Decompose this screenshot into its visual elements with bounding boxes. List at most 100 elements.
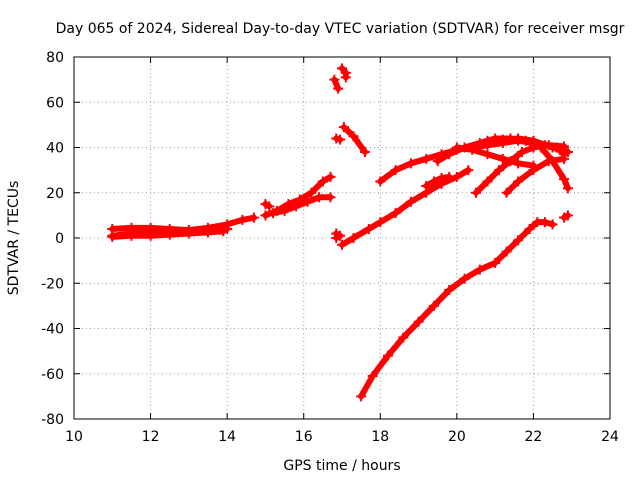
data-point: [482, 135, 493, 146]
data-point: [291, 201, 302, 212]
data-point: [490, 257, 501, 268]
series-15: [451, 142, 539, 171]
x-tick-label: 14: [218, 429, 236, 445]
x-tick-label: 10: [65, 429, 83, 445]
data-point: [421, 153, 432, 164]
series-7: [331, 133, 346, 145]
data-point: [562, 183, 573, 194]
y-tick-label: 80: [46, 50, 64, 66]
data-point: [505, 156, 516, 167]
y-tick-label: 60: [46, 95, 64, 111]
data-point: [329, 74, 340, 85]
data-point: [375, 217, 386, 228]
data-point: [145, 230, 156, 241]
data-point: [467, 144, 478, 155]
x-tick-label: 20: [448, 429, 466, 445]
data-point: [451, 142, 462, 153]
data-point: [428, 176, 439, 187]
data-point: [338, 122, 349, 133]
y-tick-label: -40: [41, 322, 64, 338]
x-tick-label: 16: [295, 429, 313, 445]
data-point: [126, 230, 137, 241]
data-point: [421, 180, 432, 191]
data-point: [325, 192, 336, 203]
y-tick-label: 40: [46, 141, 64, 157]
data-point: [428, 300, 439, 311]
y-tick-label: 0: [55, 231, 64, 247]
data-point: [367, 371, 378, 382]
data-point: [474, 264, 485, 275]
series-19: [356, 217, 558, 402]
data-point: [436, 173, 447, 184]
chart-title: Day 065 of 2024, Sidereal Day-to-day VTE…: [56, 21, 625, 37]
data-point: [405, 196, 416, 207]
data-point: [359, 147, 370, 158]
data-point: [237, 214, 248, 225]
data-point: [562, 210, 573, 221]
data-point: [268, 208, 279, 219]
data-point: [306, 187, 317, 198]
data-point: [248, 212, 259, 223]
series-band: [358, 219, 556, 400]
data-point: [317, 176, 328, 187]
data-point: [528, 165, 539, 176]
y-tick-label: 20: [46, 186, 64, 202]
data-point: [340, 72, 351, 83]
data-point: [463, 165, 474, 176]
data-point: [203, 227, 213, 238]
series-3: [260, 199, 275, 212]
data-point: [513, 235, 524, 246]
data-point: [497, 153, 508, 164]
data-point: [482, 149, 493, 160]
data-point: [543, 156, 554, 167]
data-point: [356, 391, 367, 402]
data-point: [279, 205, 290, 216]
series-2: [107, 226, 229, 242]
data-point: [302, 196, 313, 207]
data-point: [314, 192, 325, 203]
data-point: [539, 217, 550, 228]
data-point: [501, 246, 512, 257]
y-tick-label: -60: [41, 367, 64, 383]
data-point: [218, 226, 229, 237]
data-point: [375, 176, 386, 187]
data-point: [471, 187, 481, 198]
series-10: [338, 122, 370, 158]
data-point: [183, 228, 194, 239]
series-18: [482, 133, 573, 158]
x-axis-label: GPS time / hours: [283, 458, 400, 474]
data-point: [432, 156, 443, 167]
data-point: [474, 137, 485, 148]
series-13: [421, 171, 455, 191]
y-tick-label: -20: [41, 276, 64, 292]
data-point: [513, 158, 524, 169]
y-axis-label: SDTVAR / TECUs: [6, 181, 22, 296]
series-17: [501, 153, 570, 198]
data-point: [337, 239, 347, 250]
data-point: [524, 223, 535, 234]
data-point: [107, 231, 118, 242]
data-point: [501, 187, 512, 198]
data-point: [562, 147, 573, 158]
series-6: [331, 228, 346, 243]
series-8: [329, 74, 344, 94]
data-point: [390, 208, 401, 219]
data-point: [260, 210, 271, 221]
data-point: [497, 134, 508, 145]
data-point: [164, 229, 175, 240]
x-tick-label: 12: [142, 429, 160, 445]
x-tick-label: 18: [371, 429, 389, 445]
series-20: [559, 210, 573, 223]
data-point: [528, 135, 539, 146]
data-point: [331, 233, 342, 243]
data-point: [547, 142, 558, 153]
data-point: [390, 165, 401, 176]
data-point: [348, 233, 359, 243]
data-point: [482, 176, 493, 187]
data-point: [333, 83, 344, 94]
data-point: [513, 133, 524, 144]
data-point: [444, 149, 455, 160]
data-point: [459, 273, 470, 284]
data-point: [348, 131, 359, 142]
